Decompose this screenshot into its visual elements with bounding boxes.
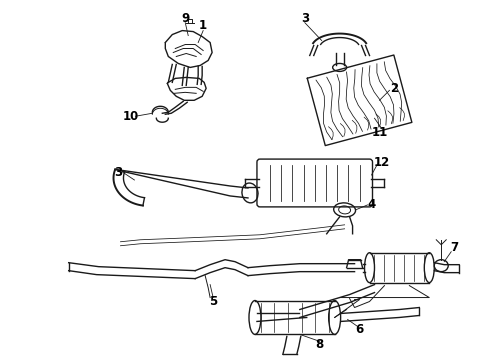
Text: 5: 5 [209, 295, 217, 308]
Text: 11: 11 [371, 126, 388, 139]
Text: 9: 9 [181, 12, 189, 25]
Text: 8: 8 [316, 338, 324, 351]
Text: 3: 3 [301, 12, 309, 25]
Text: 7: 7 [450, 241, 458, 254]
Text: 10: 10 [122, 110, 139, 123]
Text: 3: 3 [115, 166, 122, 179]
Text: 2: 2 [391, 82, 398, 95]
Text: 6: 6 [355, 323, 364, 336]
Text: 12: 12 [373, 156, 390, 168]
Text: 4: 4 [368, 198, 376, 211]
Text: 1: 1 [199, 19, 207, 32]
